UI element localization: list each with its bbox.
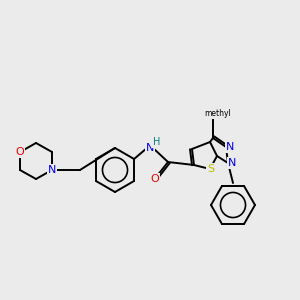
Text: N: N — [146, 143, 154, 153]
Text: N: N — [48, 165, 56, 175]
Text: O: O — [16, 147, 24, 157]
Text: S: S — [207, 164, 214, 174]
Text: N: N — [228, 158, 236, 168]
Text: H: H — [153, 137, 161, 147]
Text: O: O — [151, 174, 159, 184]
Text: methyl: methyl — [205, 110, 231, 118]
Text: N: N — [226, 142, 234, 152]
